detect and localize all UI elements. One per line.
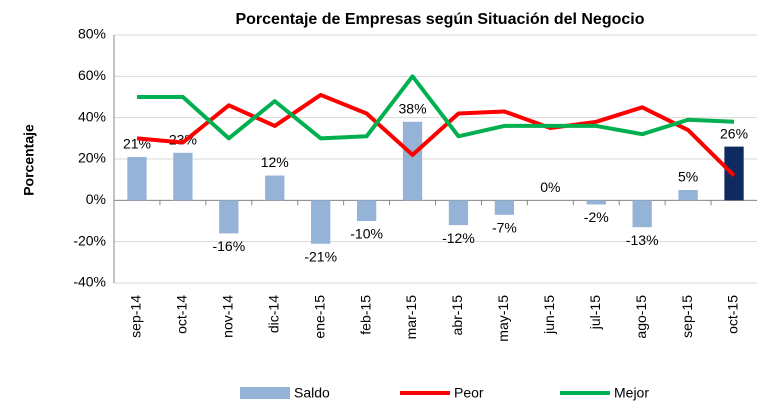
data-label: -10%: [350, 226, 383, 242]
line: [136, 92, 736, 177]
bar: [678, 190, 698, 201]
data-label: 12%: [261, 154, 289, 170]
x-tick-label: nov-14: [220, 295, 236, 338]
x-tick-label: may-15: [495, 295, 511, 342]
x-tick-label: mar-15: [403, 295, 419, 340]
chart-title: Porcentaje de Empresas según Situación d…: [235, 11, 644, 28]
x-tick-label: ago-15: [633, 295, 649, 339]
data-label: -7%: [492, 220, 517, 236]
data-label: -12%: [442, 230, 475, 246]
x-tick-label: sep-15: [679, 295, 695, 338]
y-tick-label: 60%: [78, 67, 106, 83]
data-label: -21%: [304, 248, 337, 264]
data-label: -16%: [212, 238, 245, 254]
x-tick-label: feb-15: [357, 295, 373, 335]
bar: [127, 156, 147, 201]
x-tick-label: sep-14: [128, 295, 144, 338]
data-label: -2%: [584, 209, 609, 225]
x-tick-label: oct-15: [725, 295, 741, 334]
y-tick-label: -40%: [73, 274, 106, 290]
bar: [402, 121, 423, 201]
legend-label: Peor: [454, 385, 484, 401]
x-tick-label: abr-15: [449, 295, 465, 336]
data-label: 0%: [540, 179, 560, 195]
x-tick-label: ene-15: [311, 295, 327, 339]
bar: [311, 200, 331, 244]
x-tick-label: dic-14: [265, 295, 281, 333]
y-axis-title: Porcentaje: [21, 124, 37, 196]
x-tick-label: jun-15: [541, 295, 557, 335]
legend-label: Mejor: [614, 385, 649, 401]
bar: [448, 200, 469, 226]
data-label: 5%: [678, 169, 698, 185]
data-label: 26%: [720, 125, 748, 141]
line: [136, 74, 735, 141]
y-tick-label: 0%: [86, 191, 106, 207]
bar: [586, 200, 606, 205]
bar: [494, 200, 515, 215]
x-tick-label: oct-14: [174, 295, 190, 334]
y-tick-label: 80%: [78, 26, 106, 42]
bar: [632, 200, 652, 228]
bar: [173, 152, 193, 201]
x-tick-label: jul-15: [587, 295, 603, 330]
bar: [265, 175, 285, 201]
legend-label: Saldo: [294, 385, 330, 401]
bar: [356, 200, 377, 221]
y-tick-label: 20%: [78, 150, 106, 166]
y-tick-label: -20%: [73, 232, 106, 248]
data-label: -13%: [626, 232, 659, 248]
bar: [219, 200, 239, 234]
data-label: 38%: [399, 101, 427, 117]
legend-swatch: [240, 387, 290, 399]
y-tick-label: 40%: [78, 108, 106, 124]
